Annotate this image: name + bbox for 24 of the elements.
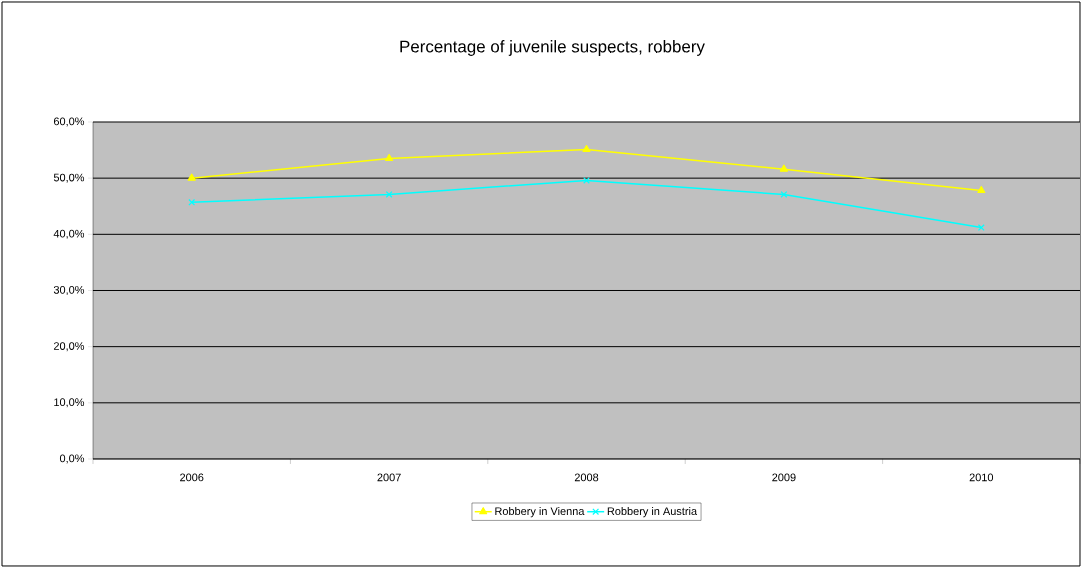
point [780,191,788,198]
x-tick-label: 2006 [180,473,204,482]
point [187,173,196,181]
y-tick-label: 20,0% [53,342,85,352]
y-tick-label: 60,0% [53,117,85,127]
point [385,191,393,198]
point [977,224,985,232]
x-tick-label: 2007 [377,473,401,482]
x-tick-label: 2009 [772,473,796,482]
x-tick-label: 2008 [574,473,599,482]
y-tick-label: 0,0% [59,454,85,464]
legend-label: Robbery in Austria [607,506,698,518]
point [779,164,788,172]
point [583,176,590,184]
x-tick-label: 2010 [969,473,994,482]
chart-title: Percentage of juvenile suspects, robbery [400,40,705,56]
point [582,144,591,153]
point [977,185,986,194]
y-tick-label: 50,0% [53,173,85,183]
point [385,153,394,162]
y-tick-label: 10,0% [54,398,85,408]
legend-label: Robbery in Vienna [495,506,585,518]
y-tick-label: 40,0% [53,229,85,239]
y-tick-label: 30,0% [53,285,85,296]
